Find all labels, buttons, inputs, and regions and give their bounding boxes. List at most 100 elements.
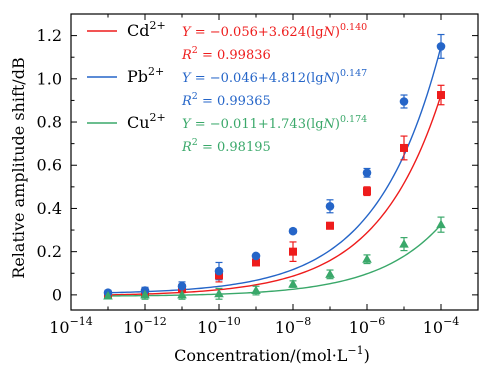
cd-equation-body: = −0.056+3.624(lg	[191, 25, 324, 40]
x-tick-label: 10−14	[49, 315, 93, 337]
x-axis-title-end: )	[364, 346, 370, 365]
pb-legend-charge: 2+	[148, 65, 164, 78]
x-axis-title-exponent: −1	[347, 344, 363, 357]
pb-equation-y: Y	[182, 71, 192, 86]
pb-r-squared: R2 = 0.99365	[181, 91, 271, 109]
cu-point	[103, 290, 113, 300]
cd-r-value: = 0.99836	[198, 48, 271, 63]
cd-fit-curve	[107, 94, 442, 296]
cd-point	[252, 258, 260, 267]
cu-fit-curve	[107, 224, 442, 297]
x-axis-title-main: Concentration/(mol·L	[174, 346, 348, 365]
y-tick-label: 1.0	[37, 69, 62, 88]
pb-fit-equation: Y = −0.046+4.812(lgN)0.147	[182, 68, 367, 86]
cd-point	[215, 271, 223, 280]
cd-point	[363, 187, 371, 196]
plot-frame	[70, 13, 479, 311]
cd-point	[400, 143, 408, 152]
cu-point	[251, 285, 261, 295]
cd-fit-equation: Y = −0.056+3.624(lgN)0.140	[182, 22, 367, 40]
y-tick-label: 1.2	[37, 26, 62, 45]
cu-equation-body: = −0.011+1.743(lg	[191, 117, 324, 132]
y-tick-label: 0	[52, 285, 62, 304]
cu-point	[214, 288, 224, 298]
cd-equation-n: N	[323, 25, 336, 40]
cd-equation-close: )	[335, 25, 340, 40]
x-tick-label-base: 10	[423, 318, 443, 337]
cd-r-squared: R2 = 0.99836	[181, 45, 271, 63]
cu-equation-y: Y	[182, 117, 192, 132]
x-tick-label-base: 10	[197, 318, 217, 337]
cu-legend-name: Cu	[127, 113, 150, 132]
cu-legend-label: Cu2+	[127, 111, 166, 132]
pb-equation-body: = −0.046+4.812(lg	[191, 71, 324, 86]
cd-point	[437, 91, 445, 100]
x-tick-label-exponent: −10	[218, 315, 241, 328]
pb-fit-curve	[107, 46, 442, 294]
cd-equation-exponent: 0.140	[340, 22, 367, 33]
y-tick-label: 0.6	[37, 156, 62, 175]
cd-legend-charge: 2+	[149, 19, 165, 32]
x-tick-label-base: 10	[49, 318, 69, 337]
x-tick-label-exponent: −6	[369, 315, 385, 328]
x-tick-label-exponent: −8	[295, 315, 311, 328]
cu-point	[140, 289, 150, 299]
cd-r-power: 2	[192, 45, 198, 56]
y-axis-title: Relative amplitude shift/dB	[9, 57, 28, 278]
pb-point	[436, 42, 446, 51]
cd-legend-name: Cd	[127, 21, 149, 40]
data-markers	[103, 42, 446, 300]
pb-point	[362, 168, 372, 178]
x-axis-title: Concentration/(mol·L−1)	[174, 344, 370, 365]
cd-r-symbol: R	[181, 48, 192, 63]
x-tick-label-base: 10	[123, 318, 143, 337]
cu-point	[436, 219, 446, 229]
cu-point	[288, 279, 298, 288]
pb-legend-label: Pb2+	[127, 65, 164, 86]
cd-equation-y: Y	[182, 25, 192, 40]
cu-point	[177, 289, 187, 299]
x-tick-label: 10−12	[123, 315, 167, 337]
y-tick-label: 0.2	[37, 242, 62, 261]
pb-r-power: 2	[192, 91, 198, 102]
cu-r-power: 2	[192, 137, 198, 148]
cd-point	[326, 221, 334, 230]
cu-equation-exponent: 0.174	[340, 114, 367, 125]
y-tick-label: 0.8	[37, 113, 62, 132]
x-tick-label-exponent: −14	[70, 315, 93, 328]
pb-point	[251, 251, 261, 261]
x-tick-label: 10−10	[197, 315, 241, 337]
pb-point	[214, 266, 224, 276]
y-tick-label: 0.4	[37, 199, 62, 218]
cu-r-squared: R2 = 0.98195	[181, 137, 271, 155]
pb-r-value: = 0.99365	[198, 94, 271, 109]
cu-point	[325, 269, 335, 278]
x-tick-label-exponent: −4	[443, 315, 459, 328]
pb-point	[325, 201, 335, 211]
cd-legend-label: Cd2+	[127, 19, 166, 40]
cu-legend-charge: 2+	[150, 111, 166, 124]
cu-r-symbol: R	[181, 140, 192, 155]
pb-equation-exponent: 0.147	[340, 68, 367, 79]
pb-legend-name: Pb	[127, 67, 148, 86]
fit-curves	[107, 46, 442, 297]
x-tick-label-base: 10	[275, 318, 295, 337]
pb-point	[288, 226, 298, 236]
x-tick-label: 10−4	[423, 315, 460, 337]
x-tick-label: 10−6	[349, 315, 386, 337]
pb-r-symbol: R	[181, 94, 192, 109]
cu-fit-equation: Y = −0.011+1.743(lgN)0.174	[182, 114, 367, 132]
x-tick-label-base: 10	[349, 318, 369, 337]
cu-equation-n: N	[323, 117, 336, 132]
cu-r-value: = 0.98195	[198, 140, 271, 155]
pb-equation-close: )	[335, 71, 340, 86]
cd-point	[289, 247, 297, 256]
cu-point	[362, 254, 372, 263]
x-tick-label-exponent: −12	[144, 315, 167, 328]
axis-ticks: 10−14 10−12 10−10 10−8 10−6 10−400.20.40.60.8…	[37, 14, 479, 337]
pb-equation-n: N	[323, 71, 336, 86]
x-tick-label: 10−8	[275, 315, 312, 337]
pb-point	[399, 97, 409, 106]
